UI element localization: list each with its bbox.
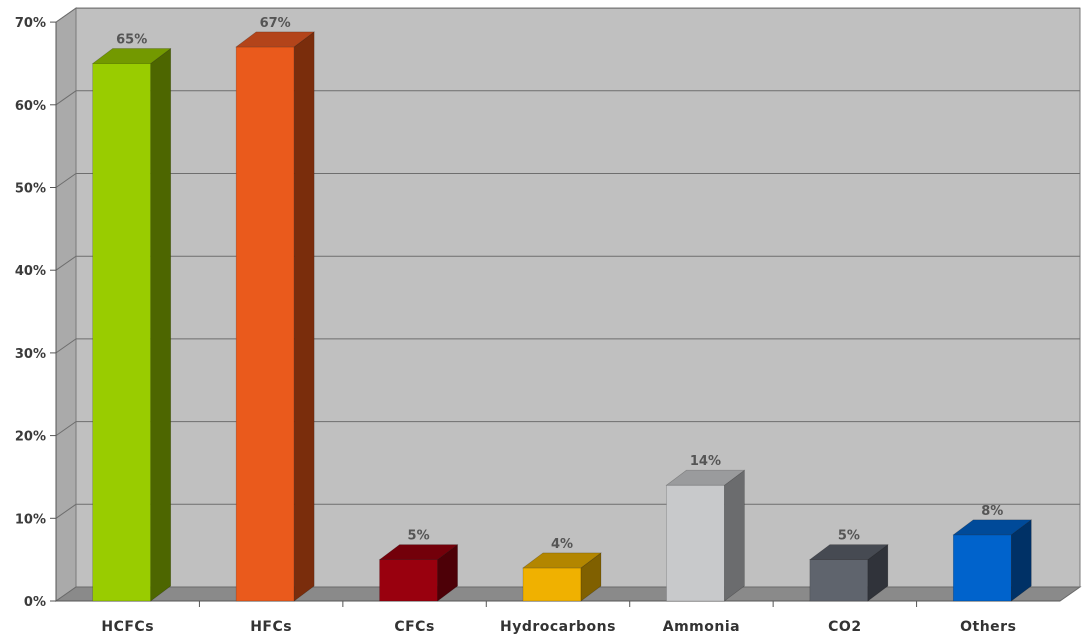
gridline <box>55 421 1080 437</box>
gridline <box>55 7 1080 23</box>
x-tick-label: Others <box>960 619 1016 635</box>
bar-front <box>952 534 1012 602</box>
x-tick-label: HFCs <box>250 619 292 635</box>
gridline <box>55 173 1080 188</box>
bar-top <box>378 544 459 560</box>
bar-front <box>522 567 582 602</box>
gridline <box>55 255 1080 271</box>
y-tick-label: 20% <box>15 430 46 445</box>
side-wall <box>55 7 77 602</box>
bar-hydrocarbons <box>522 552 602 602</box>
bar-hfcs <box>235 31 316 602</box>
data-label: 65% <box>116 32 147 47</box>
data-label: 67% <box>260 16 291 31</box>
y-tick-label: 60% <box>15 99 46 114</box>
bar-top <box>665 469 746 486</box>
bar-side <box>724 469 745 602</box>
x-tick-label: CFCs <box>394 619 434 635</box>
data-label: 8% <box>981 504 1003 519</box>
data-label: 4% <box>551 537 573 552</box>
labels: 65% HCFCs 67% HFCs 5% CFCs 4% Hydrocarbons 14% Am… <box>101 16 1016 635</box>
bar-co2 <box>808 544 889 602</box>
bar-side <box>437 544 458 602</box>
gridlines <box>55 7 1080 519</box>
bar-front <box>92 63 152 602</box>
bar-cfcs <box>378 544 459 602</box>
plot-walls <box>55 7 1081 602</box>
bar-top <box>952 519 1033 536</box>
bar-others <box>952 519 1033 602</box>
bar-top <box>235 31 316 48</box>
bar-hcfcs <box>91 47 172 602</box>
bar-side <box>150 47 172 602</box>
bar-top <box>91 48 172 64</box>
data-label: 5% <box>838 529 860 544</box>
x-tick-label: Ammonia <box>663 619 740 635</box>
x-tick-label: CO2 <box>828 619 861 635</box>
gridline <box>55 90 1080 106</box>
bar-top <box>522 552 602 569</box>
data-label: 5% <box>408 529 430 544</box>
gridline <box>55 503 1080 519</box>
data-label: 14% <box>690 454 721 469</box>
y-tick-label: 0% <box>24 595 46 610</box>
y-tick-label: 70% <box>15 16 46 31</box>
x-tick-label: HCFCs <box>101 619 154 635</box>
x-tick-label: Hydrocarbons <box>500 619 616 635</box>
y-tick-label: 50% <box>15 182 46 197</box>
bar-ammonia <box>665 469 746 602</box>
bar-side <box>1010 519 1032 602</box>
bar-side <box>293 31 315 602</box>
bar-front <box>379 559 438 602</box>
y-tick-label: 10% <box>15 512 46 527</box>
bar-top <box>808 544 889 560</box>
y-tick-label: 30% <box>15 347 46 362</box>
gridline <box>55 338 1080 354</box>
bar-front <box>666 484 725 602</box>
bars <box>91 31 1033 602</box>
y-tick-label: 40% <box>15 264 46 279</box>
back-wall <box>75 7 1081 588</box>
bar-front <box>235 46 295 602</box>
bar-front <box>809 559 869 602</box>
